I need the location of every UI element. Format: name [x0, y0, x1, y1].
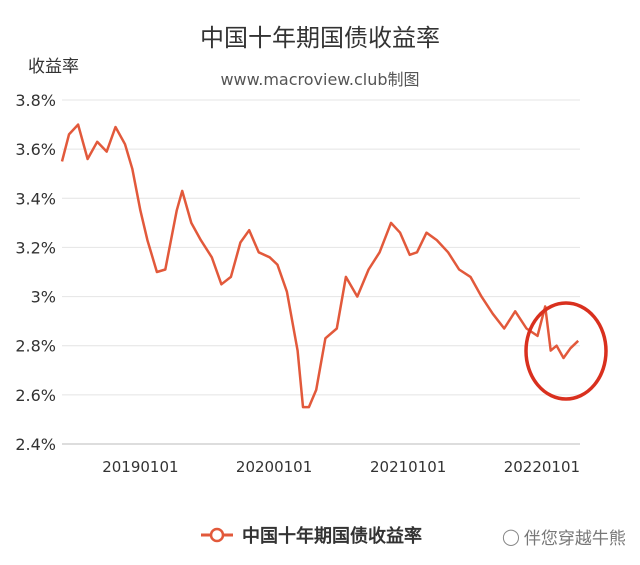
- y-tick-label: 3.2%: [15, 238, 56, 257]
- legend-label: 中国十年期国债收益率: [242, 526, 422, 547]
- y-tick-label: 3.6%: [15, 140, 56, 159]
- chart-title: 中国十年期国债收益率: [200, 24, 440, 52]
- y-tick-label: 3%: [31, 288, 56, 307]
- y-tick-label: 3.4%: [15, 189, 56, 208]
- legend-line-marker-icon: [201, 527, 233, 543]
- y-axis-label: 收益率: [28, 57, 79, 77]
- y-tick-label: 3.8%: [15, 91, 56, 110]
- watermark-text: 伴您穿越牛熊: [523, 529, 626, 549]
- chart-subtitle: www.macroview.club制图: [220, 70, 420, 89]
- x-tick-label: 20220101: [504, 458, 580, 476]
- y-tick-label: 2.4%: [15, 435, 56, 454]
- series-line: [60, 123, 580, 409]
- x-tick-label: 20200101: [236, 458, 312, 476]
- watermark: ◯ 伴您穿越牛熊: [502, 524, 626, 549]
- x-tick-label: 20210101: [370, 458, 446, 476]
- y-tick-label: 2.6%: [15, 386, 56, 405]
- x-tick-label: 20190101: [102, 458, 178, 476]
- y-tick-label: 2.8%: [15, 337, 56, 356]
- highlight-circle: [524, 301, 608, 401]
- wechat-icon: ◯: [502, 527, 520, 546]
- legend[interactable]: 中国十年期国债收益率: [200, 522, 422, 548]
